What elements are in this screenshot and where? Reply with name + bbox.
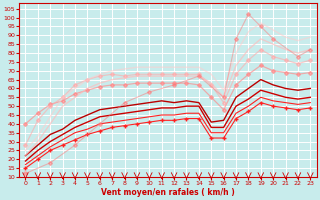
X-axis label: Vent moyen/en rafales ( km/h ): Vent moyen/en rafales ( km/h ) xyxy=(101,188,235,197)
